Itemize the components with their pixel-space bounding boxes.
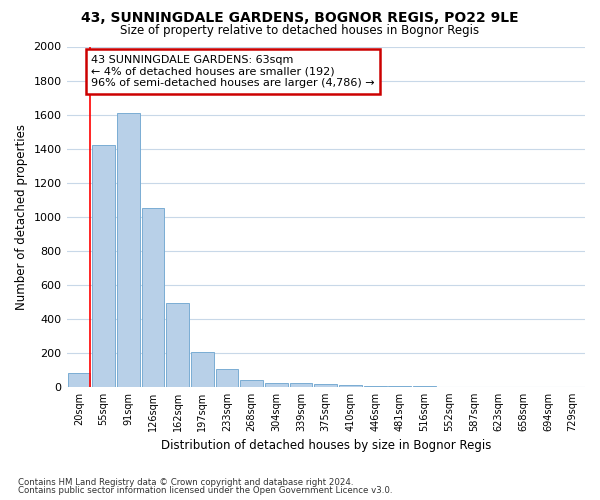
Bar — [290, 384, 313, 387]
X-axis label: Distribution of detached houses by size in Bognor Regis: Distribution of detached houses by size … — [161, 440, 491, 452]
Bar — [68, 373, 90, 387]
Bar — [166, 304, 189, 387]
Bar — [388, 386, 411, 387]
Text: Contains HM Land Registry data © Crown copyright and database right 2024.: Contains HM Land Registry data © Crown c… — [18, 478, 353, 487]
Bar — [364, 386, 386, 387]
Bar — [92, 145, 115, 387]
Bar — [339, 385, 362, 387]
Text: Size of property relative to detached houses in Bognor Regis: Size of property relative to detached ho… — [121, 24, 479, 37]
Bar — [241, 380, 263, 387]
Bar — [215, 369, 238, 387]
Y-axis label: Number of detached properties: Number of detached properties — [15, 124, 28, 310]
Bar — [117, 113, 140, 387]
Bar — [314, 384, 337, 387]
Bar — [191, 352, 214, 387]
Bar — [265, 384, 288, 387]
Bar — [142, 208, 164, 387]
Text: Contains public sector information licensed under the Open Government Licence v3: Contains public sector information licen… — [18, 486, 392, 495]
Text: 43, SUNNINGDALE GARDENS, BOGNOR REGIS, PO22 9LE: 43, SUNNINGDALE GARDENS, BOGNOR REGIS, P… — [81, 11, 519, 25]
Text: 43 SUNNINGDALE GARDENS: 63sqm
← 4% of detached houses are smaller (192)
96% of s: 43 SUNNINGDALE GARDENS: 63sqm ← 4% of de… — [91, 55, 375, 88]
